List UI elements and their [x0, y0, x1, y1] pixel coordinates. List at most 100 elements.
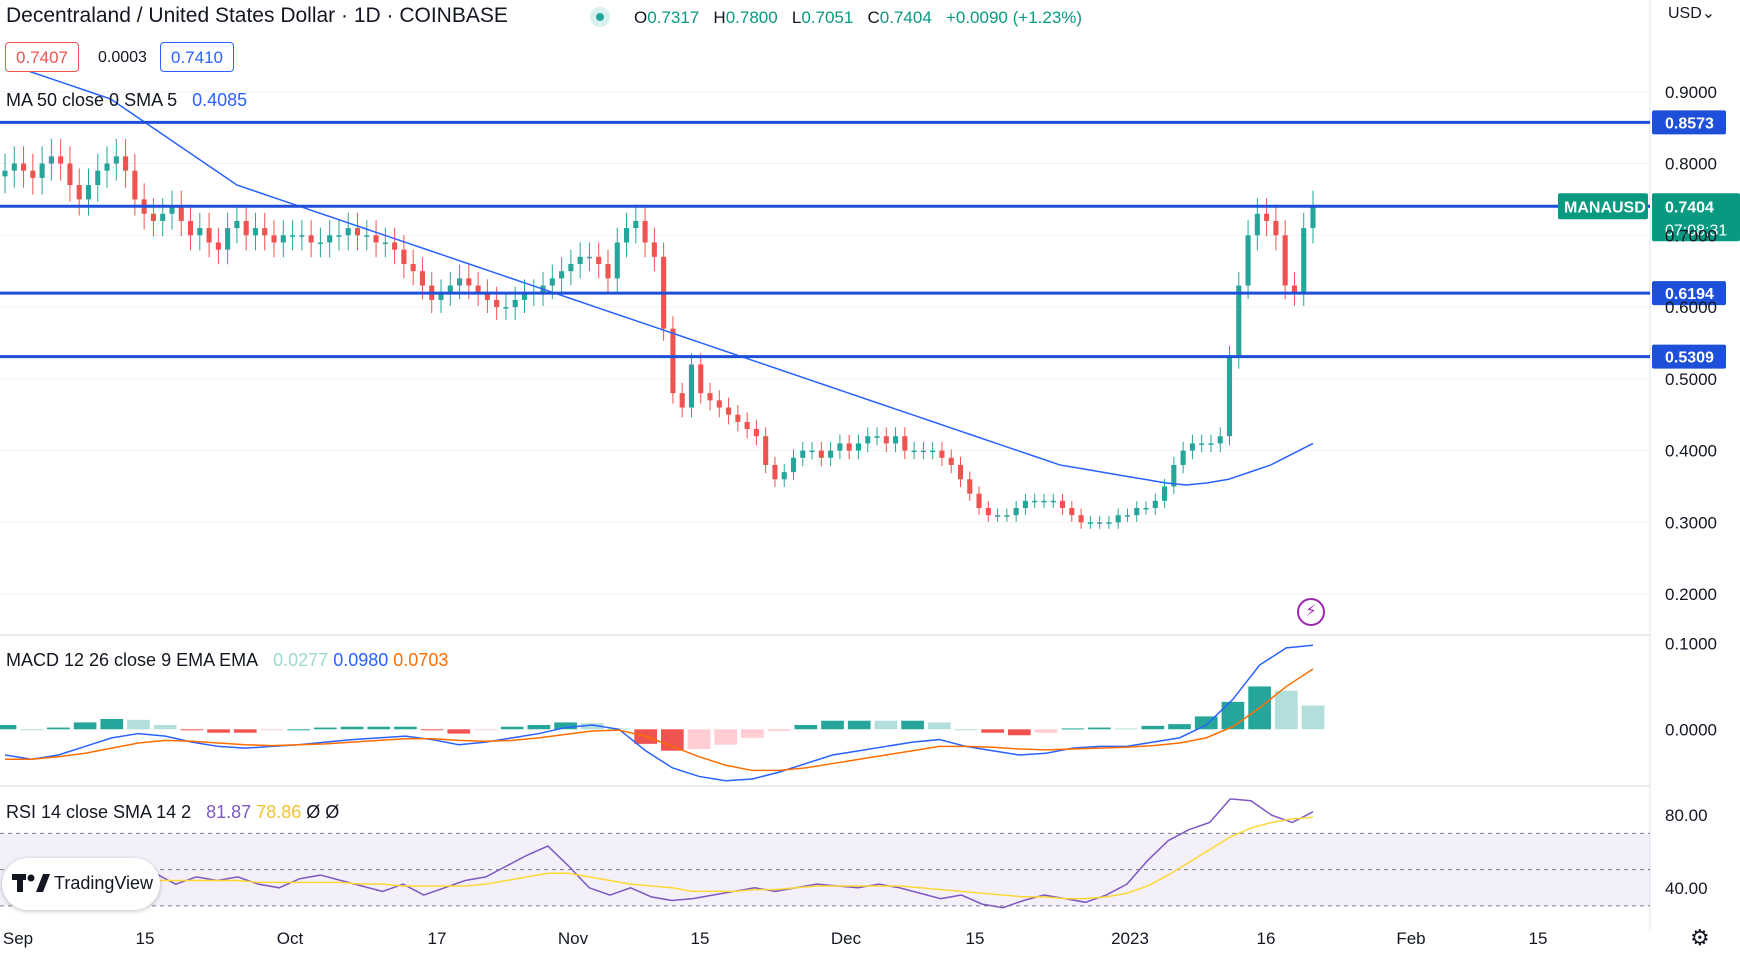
symbol-title[interactable]: Decentraland / United States Dollar · 1D…	[6, 4, 508, 27]
candle-body	[633, 220, 639, 229]
macd-legend[interactable]: MACD 12 26 close 9 EMA EMA 0.0277 0.0980…	[6, 650, 449, 670]
macd-histogram-bar	[1088, 727, 1111, 730]
candle-body	[846, 443, 852, 451]
candle-body	[1171, 464, 1177, 487]
candle-body	[753, 429, 759, 437]
macd-histogram-bar	[47, 727, 70, 730]
chevron-down-icon: ⌄	[1701, 5, 1716, 22]
candle-body	[48, 156, 54, 164]
macd-histogram-bar	[73, 722, 97, 730]
tradingview-logo-icon	[12, 874, 50, 892]
candle-body	[1152, 500, 1158, 508]
candle-body	[744, 421, 750, 430]
candle-body	[345, 228, 351, 236]
candle-body	[67, 163, 73, 186]
time-axis-label: 15	[691, 929, 710, 948]
gear-icon[interactable]: ⚙	[1690, 925, 1710, 950]
candle-body	[1291, 285, 1297, 293]
candle-body	[215, 242, 221, 250]
candle-body	[559, 271, 565, 279]
ask-price[interactable]: 0.7410	[160, 42, 234, 72]
candle-body	[865, 436, 871, 444]
candle-body	[1180, 450, 1186, 465]
macd-histogram-bar	[233, 729, 257, 733]
candle-body	[132, 170, 138, 200]
candle-body	[874, 436, 880, 438]
candle-body	[484, 292, 490, 300]
level-price-label: 0.8573	[1665, 115, 1714, 132]
macd-histogram-bar	[954, 729, 978, 731]
candle-body	[939, 450, 945, 458]
candle-body	[1087, 522, 1093, 524]
macd-histogram-bar	[474, 729, 497, 731]
macd-histogram-bar	[1008, 729, 1031, 736]
macd-histogram-bar	[1301, 705, 1325, 730]
macd-histogram-bar	[741, 729, 764, 738]
candle-body	[995, 515, 1001, 517]
candle-body	[1189, 443, 1195, 451]
candle-body	[252, 228, 259, 236]
candle-body	[447, 285, 453, 293]
candle-body	[976, 493, 982, 508]
macd-histogram-bar	[1274, 690, 1298, 730]
macd-histogram-bar	[1034, 729, 1058, 733]
macd-histogram-bar	[20, 729, 44, 731]
macd-histogram-bar	[821, 720, 844, 730]
candle-body	[688, 364, 695, 408]
candle-body	[1301, 228, 1307, 293]
macd-histogram-bar	[1168, 724, 1191, 730]
candle-body	[948, 457, 954, 465]
macd-histogram-bar	[0, 725, 17, 730]
price-axis-tick-label: 0.2000	[1665, 585, 1717, 604]
rsi-legend[interactable]: RSI 14 close SMA 14 2 81.87 78.86 Ø Ø	[6, 802, 340, 822]
candle-body	[1226, 357, 1233, 437]
candle-body	[790, 457, 797, 473]
candle-body	[1041, 500, 1047, 503]
macd-histogram-bar	[287, 729, 310, 731]
price-axis-tick-label: 0.7000	[1665, 226, 1717, 245]
candle-body	[466, 278, 472, 286]
tradingview-logo[interactable]: TradingView	[2, 858, 160, 910]
time-axis-label: 16	[1257, 929, 1276, 948]
candle-body	[1059, 500, 1066, 508]
level-price-label: 0.6194	[1665, 286, 1714, 303]
last-price-tag	[1652, 193, 1740, 242]
candle-body	[902, 436, 908, 451]
candle-body	[382, 242, 388, 244]
time-axis-label: Nov	[558, 929, 589, 948]
currency-selector[interactable]: USD⌄	[1668, 5, 1716, 22]
candle-body	[596, 256, 602, 264]
macd-histogram-bar	[847, 720, 871, 730]
candle-body	[494, 299, 500, 308]
bid-price[interactable]: 0.7407	[5, 42, 79, 72]
market-status-icon	[590, 7, 610, 27]
candle-body	[95, 170, 101, 186]
macd-histogram-bar	[1061, 728, 1085, 730]
candle-body	[85, 185, 92, 200]
candle-body	[243, 220, 249, 236]
macd-histogram-bar	[127, 719, 150, 730]
candle-body	[1106, 522, 1112, 524]
time-axis-label: 2023	[1111, 929, 1149, 948]
candle-body	[781, 472, 787, 480]
candle-body	[2, 170, 8, 177]
macd-histogram-bar	[340, 726, 364, 730]
macd-histogram-bar	[767, 729, 791, 731]
candle-body	[1134, 508, 1140, 516]
lightning-icon[interactable]: ⚡	[1297, 598, 1325, 626]
price-axis-tick-label: 0.5000	[1665, 370, 1717, 389]
candle-body	[39, 163, 45, 178]
price-axis-tick-label: 0.6000	[1665, 298, 1717, 317]
symbol-tag	[1558, 193, 1648, 220]
price-axis-tick-label: 0.9000	[1665, 83, 1717, 102]
macd-histogram-bar	[100, 719, 124, 730]
ma-legend[interactable]: MA 50 close 0 SMA 5 0.4085	[6, 90, 248, 110]
candle-body	[234, 220, 240, 229]
candle-body	[577, 256, 583, 264]
rsi-axis-tick-label: 40.00	[1665, 879, 1708, 898]
candle-body	[930, 450, 936, 453]
candle-body	[1245, 235, 1251, 286]
candle-body	[187, 220, 194, 236]
candle-body	[150, 213, 156, 221]
